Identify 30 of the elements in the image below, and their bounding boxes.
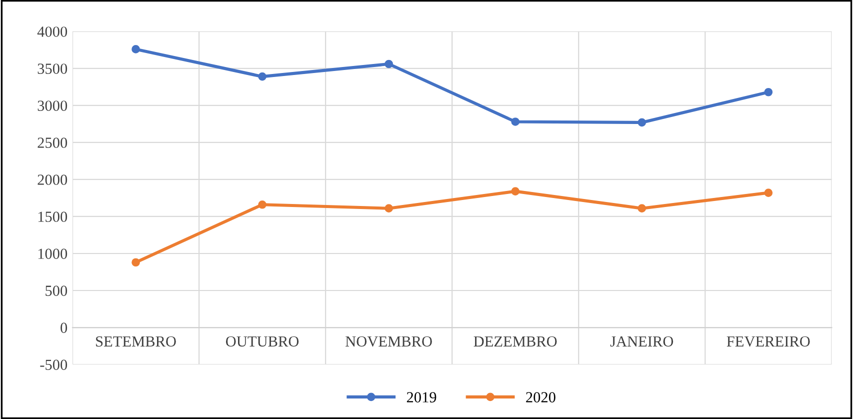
- x-tick-label: OUTUBRO: [226, 336, 299, 347]
- legend-label: 2020: [526, 392, 556, 402]
- point: [384, 60, 393, 68]
- y-tick-label: 2500: [38, 138, 68, 148]
- x-tick-label: NOVEMBRO: [346, 336, 432, 347]
- y-tick-label: 2000: [38, 174, 68, 185]
- y-tick-label: 500: [46, 286, 68, 296]
- point: [258, 72, 266, 81]
- point: [638, 118, 646, 127]
- point: [511, 187, 520, 196]
- x-tick-label: SETEMBRO: [96, 336, 176, 347]
- y-tick-label: -500: [40, 360, 68, 370]
- point: [638, 204, 646, 213]
- legend-label: 2019: [406, 392, 436, 402]
- x-tick-label: DEZEMBRO: [474, 336, 557, 347]
- point: [764, 88, 773, 96]
- y-tick-label: 0: [60, 322, 68, 333]
- y-tick-label: 3000: [38, 100, 68, 111]
- point: [764, 188, 773, 197]
- y-tick-label: 1500: [38, 212, 68, 222]
- x-tick-label: JANEIRO: [610, 336, 674, 347]
- point: [511, 118, 520, 126]
- point: [132, 45, 140, 54]
- point: [384, 204, 393, 213]
- point: [132, 258, 140, 267]
- y-tick-label: 1000: [38, 248, 68, 259]
- x-tick-label: FEVEREIRO: [726, 336, 810, 347]
- y-tick-label: 3500: [38, 64, 68, 74]
- point: [258, 200, 266, 209]
- y-tick-label: 4000: [37, 26, 68, 37]
